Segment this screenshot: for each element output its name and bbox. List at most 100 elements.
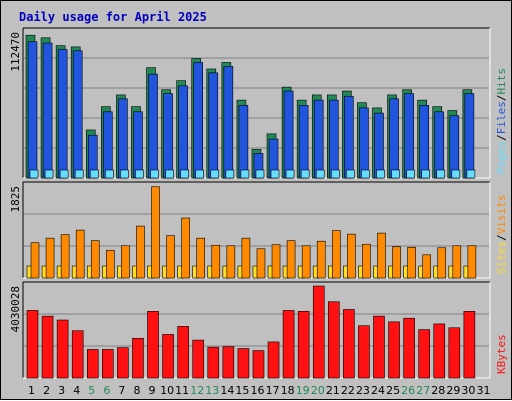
bar-files <box>298 105 309 179</box>
bar-visits <box>226 245 236 279</box>
bar-kbytes <box>373 315 385 379</box>
sites-visits-panel: 1825 Sites/Visits <box>9 181 508 279</box>
bar-files <box>163 93 173 179</box>
legend-files: Files <box>495 101 508 134</box>
bar-pages <box>376 169 385 179</box>
bar-visits <box>121 245 130 279</box>
bar-kbytes <box>26 310 39 379</box>
bar-pages <box>270 169 280 179</box>
bar-visits <box>407 246 416 279</box>
x-tick-label: 6 <box>103 384 110 397</box>
bar-visits <box>45 237 55 279</box>
chart-title: Daily usage for April 2025 <box>19 10 207 24</box>
x-tick-label: 18 <box>281 384 295 397</box>
bar-files <box>72 50 83 179</box>
bar-files <box>42 42 53 179</box>
bar-pages <box>135 169 144 179</box>
bar-visits <box>196 237 206 279</box>
panel-max-label: 1825 <box>9 186 22 213</box>
bar-kbytes <box>56 319 69 379</box>
bar-files <box>27 41 38 179</box>
bar-kbytes <box>388 321 400 379</box>
bar-visits <box>60 234 70 279</box>
x-tick-label: 8 <box>133 384 140 397</box>
bar-files <box>103 111 113 179</box>
x-tick-label: 27 <box>416 384 430 397</box>
x-tick-label: 7 <box>118 384 125 397</box>
bar-visits <box>331 230 341 279</box>
bar-pages <box>451 169 461 179</box>
bar-kbytes <box>252 350 265 379</box>
bar-pages <box>361 169 370 179</box>
bar-visits <box>467 245 477 279</box>
bar-visits <box>437 247 447 279</box>
bar-kbytes <box>222 346 235 379</box>
bar-files <box>178 85 188 179</box>
bar-visits <box>211 244 221 279</box>
bar-kbytes <box>41 315 54 379</box>
x-tick-label: 14 <box>220 384 234 397</box>
bar-kbytes <box>147 311 159 379</box>
bar-visits <box>166 235 175 279</box>
bar-kbytes <box>102 349 114 379</box>
bar-pages <box>180 169 189 179</box>
bar-kbytes <box>312 285 325 379</box>
bar-kbytes <box>132 337 144 379</box>
bar-kbytes <box>282 310 295 379</box>
bar-visits <box>422 254 431 279</box>
x-tick-label: 19 <box>296 384 310 397</box>
bar-files <box>193 62 204 179</box>
bar-visits <box>136 225 145 279</box>
bar-pages <box>300 169 310 179</box>
x-tick-label: 11 <box>175 384 189 397</box>
bar-files <box>389 98 399 179</box>
bar-files <box>133 111 143 179</box>
x-tick-label: 10 <box>160 384 174 397</box>
legend-kbytes: KBytes <box>495 334 508 374</box>
bar-pages <box>29 169 39 179</box>
bar-visits <box>316 240 326 279</box>
bar-pages <box>466 169 476 179</box>
bar-files <box>328 99 339 179</box>
bar-visits <box>286 240 296 279</box>
bar-files <box>313 99 324 179</box>
x-tick-label: 21 <box>326 384 340 397</box>
bar-pages <box>105 169 114 179</box>
bar-visits <box>377 232 386 279</box>
x-tick-label: 3 <box>58 384 65 397</box>
bar-pages <box>315 169 325 179</box>
bar-kbytes <box>418 329 430 379</box>
x-axis-day-labels: 1 2 3 4 5 6 7 8 9 10 11 12 13 14 15 16 17 18 19 20 21 22 23 24 2… <box>28 384 490 397</box>
bar-kbytes <box>343 309 355 379</box>
bar-kbytes <box>327 301 340 379</box>
legend-separator: / <box>495 134 508 141</box>
panel-max-label: 4030028 <box>9 286 22 332</box>
bar-kbytes <box>207 346 220 379</box>
bar-pages <box>240 169 250 179</box>
bar-visits <box>362 243 371 279</box>
bar-pages <box>59 169 69 179</box>
bar-kbytes <box>177 326 189 379</box>
panel-legend: Pages/Files/Hits <box>495 68 508 174</box>
bar-visits <box>30 242 40 279</box>
bar-files <box>238 105 249 179</box>
bar-files <box>404 93 414 179</box>
bar-visits <box>151 186 160 279</box>
bar-kbytes <box>433 323 446 379</box>
kbytes-panel: 4030028 KBytes <box>9 281 508 379</box>
bar-kbytes <box>403 317 415 379</box>
bar-kbytes <box>448 327 461 379</box>
legend-separator: / <box>495 95 508 102</box>
bar-visits <box>106 249 115 279</box>
bar-pages <box>89 169 99 179</box>
bar-pages <box>391 169 400 179</box>
bar-pages <box>150 169 159 179</box>
x-tick-label: 30 <box>461 384 475 397</box>
x-tick-label: 24 <box>371 384 385 397</box>
x-tick-label: 12 <box>190 384 204 397</box>
bar-pages <box>44 169 54 179</box>
panel-legend: KBytes <box>495 334 508 374</box>
x-tick-label: 15 <box>235 384 249 397</box>
bar-pages <box>195 169 205 179</box>
